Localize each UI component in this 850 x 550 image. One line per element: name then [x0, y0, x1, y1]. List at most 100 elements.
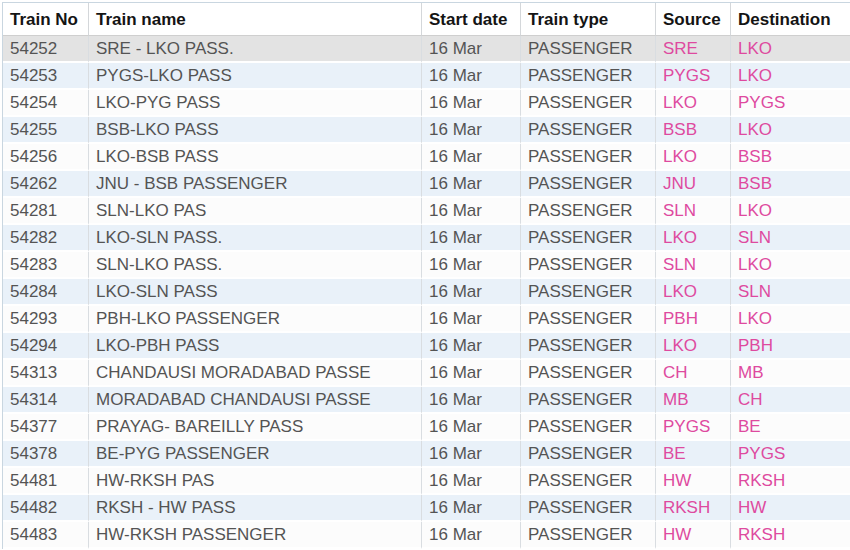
cell-destination-link[interactable]: SLN	[731, 225, 850, 252]
table-row[interactable]: 54262 JNU - BSB PASSENGER 16 Mar PASSENG…	[3, 171, 850, 198]
table-row[interactable]: 54283 SLN-LKO PASS. 16 Mar PASSENGER SLN…	[3, 252, 850, 279]
table-row[interactable]: 54281 SLN-LKO PAS 16 Mar PASSENGER SLN L…	[3, 198, 850, 225]
table-row[interactable]: 54313 CHANDAUSI MORADABAD PASSE 16 Mar P…	[3, 360, 850, 387]
cell-train-no: 54253	[3, 63, 89, 90]
cell-train-no: 54281	[3, 198, 89, 225]
train-schedule-table: Train No Train name Start date Train typ…	[2, 2, 850, 549]
cell-start-date: 16 Mar	[422, 117, 521, 144]
cell-source-link[interactable]: PBH	[656, 306, 731, 333]
cell-destination-link[interactable]: BSB	[731, 144, 850, 171]
table-row[interactable]: 54252 SRE - LKO PASS. 16 Mar PASSENGER S…	[3, 36, 850, 63]
cell-train-type: PASSENGER	[521, 306, 656, 333]
cell-destination-link[interactable]: LKO	[731, 306, 850, 333]
table-row[interactable]: 54253 PYGS-LKO PASS 16 Mar PASSENGER PYG…	[3, 63, 850, 90]
cell-source-link[interactable]: LKO	[656, 225, 731, 252]
cell-destination-link[interactable]: BSB	[731, 171, 850, 198]
cell-train-name: LKO-SLN PASS	[89, 279, 422, 306]
table-row[interactable]: 54481 HW-RKSH PAS 16 Mar PASSENGER HW RK…	[3, 468, 850, 495]
cell-train-no: 54284	[3, 279, 89, 306]
cell-source-link[interactable]: SRE	[656, 36, 731, 63]
cell-train-name: SLN-LKO PAS	[89, 198, 422, 225]
table-row[interactable]: 54482 RKSH - HW PASS 16 Mar PASSENGER RK…	[3, 495, 850, 522]
table-row[interactable]: 54256 LKO-BSB PASS 16 Mar PASSENGER LKO …	[3, 144, 850, 171]
cell-source-link[interactable]: HW	[656, 522, 731, 549]
cell-source-link[interactable]: SLN	[656, 252, 731, 279]
cell-train-type: PASSENGER	[521, 522, 656, 549]
cell-destination-link[interactable]: LKO	[731, 117, 850, 144]
cell-source-link[interactable]: RKSH	[656, 495, 731, 522]
table-row[interactable]: 54377 PRAYAG- BAREILLY PASS 16 Mar PASSE…	[3, 414, 850, 441]
cell-train-name: PBH-LKO PASSENGER	[89, 306, 422, 333]
cell-start-date: 16 Mar	[422, 252, 521, 279]
col-header-destination: Destination	[731, 3, 850, 36]
cell-destination-link[interactable]: LKO	[731, 252, 850, 279]
table-row[interactable]: 54282 LKO-SLN PASS. 16 Mar PASSENGER LKO…	[3, 225, 850, 252]
cell-train-name: SLN-LKO PASS.	[89, 252, 422, 279]
cell-start-date: 16 Mar	[422, 198, 521, 225]
cell-destination-link[interactable]: LKO	[731, 36, 850, 63]
cell-train-no: 54255	[3, 117, 89, 144]
cell-train-no: 54256	[3, 144, 89, 171]
cell-train-no: 54282	[3, 225, 89, 252]
cell-train-type: PASSENGER	[521, 279, 656, 306]
cell-train-name: PYGS-LKO PASS	[89, 63, 422, 90]
cell-start-date: 16 Mar	[422, 144, 521, 171]
cell-destination-link[interactable]: SLN	[731, 279, 850, 306]
table-row[interactable]: 54255 BSB-LKO PASS 16 Mar PASSENGER BSB …	[3, 117, 850, 144]
cell-train-no: 54293	[3, 306, 89, 333]
cell-source-link[interactable]: HW	[656, 468, 731, 495]
table-row[interactable]: 54294 LKO-PBH PASS 16 Mar PASSENGER LKO …	[3, 333, 850, 360]
cell-source-link[interactable]: BE	[656, 441, 731, 468]
cell-source-link[interactable]: LKO	[656, 90, 731, 117]
cell-train-name: PRAYAG- BAREILLY PASS	[89, 414, 422, 441]
cell-train-type: PASSENGER	[521, 414, 656, 441]
table-row[interactable]: 54483 HW-RKSH PASSENGER 16 Mar PASSENGER…	[3, 522, 850, 549]
cell-train-type: PASSENGER	[521, 198, 656, 225]
table-row[interactable]: 54314 MORADABAD CHANDAUSI PASSE 16 Mar P…	[3, 387, 850, 414]
cell-train-name: BSB-LKO PASS	[89, 117, 422, 144]
cell-train-type: PASSENGER	[521, 468, 656, 495]
cell-start-date: 16 Mar	[422, 414, 521, 441]
cell-train-no: 54377	[3, 414, 89, 441]
cell-start-date: 16 Mar	[422, 333, 521, 360]
cell-destination-link[interactable]: RKSH	[731, 522, 850, 549]
table-row[interactable]: 54254 LKO-PYG PASS 16 Mar PASSENGER LKO …	[3, 90, 850, 117]
cell-source-link[interactable]: PYGS	[656, 414, 731, 441]
cell-source-link[interactable]: LKO	[656, 144, 731, 171]
cell-source-link[interactable]: MB	[656, 387, 731, 414]
cell-train-no: 54262	[3, 171, 89, 198]
cell-source-link[interactable]: SLN	[656, 198, 731, 225]
cell-train-type: PASSENGER	[521, 36, 656, 63]
cell-train-name: LKO-SLN PASS.	[89, 225, 422, 252]
cell-train-no: 54378	[3, 441, 89, 468]
cell-destination-link[interactable]: RKSH	[731, 468, 850, 495]
cell-train-name: BE-PYG PASSENGER	[89, 441, 422, 468]
cell-destination-link[interactable]: PYGS	[731, 441, 850, 468]
cell-start-date: 16 Mar	[422, 90, 521, 117]
cell-destination-link[interactable]: PYGS	[731, 90, 850, 117]
cell-train-type: PASSENGER	[521, 252, 656, 279]
cell-source-link[interactable]: CH	[656, 360, 731, 387]
table-row[interactable]: 54293 PBH-LKO PASSENGER 16 Mar PASSENGER…	[3, 306, 850, 333]
cell-destination-link[interactable]: BE	[731, 414, 850, 441]
cell-destination-link[interactable]: HW	[731, 495, 850, 522]
cell-destination-link[interactable]: MB	[731, 360, 850, 387]
cell-source-link[interactable]: LKO	[656, 279, 731, 306]
cell-train-no: 54314	[3, 387, 89, 414]
cell-train-no: 54483	[3, 522, 89, 549]
cell-destination-link[interactable]: LKO	[731, 63, 850, 90]
cell-destination-link[interactable]: CH	[731, 387, 850, 414]
cell-destination-link[interactable]: PBH	[731, 333, 850, 360]
cell-train-type: PASSENGER	[521, 90, 656, 117]
table-row[interactable]: 54284 LKO-SLN PASS 16 Mar PASSENGER LKO …	[3, 279, 850, 306]
cell-source-link[interactable]: BSB	[656, 117, 731, 144]
train-schedule-container: Train No Train name Start date Train typ…	[0, 0, 850, 549]
cell-train-name: HW-RKSH PAS	[89, 468, 422, 495]
cell-train-no: 54481	[3, 468, 89, 495]
cell-destination-link[interactable]: LKO	[731, 198, 850, 225]
cell-source-link[interactable]: LKO	[656, 333, 731, 360]
table-row[interactable]: 54378 BE-PYG PASSENGER 16 Mar PASSENGER …	[3, 441, 850, 468]
cell-source-link[interactable]: JNU	[656, 171, 731, 198]
cell-start-date: 16 Mar	[422, 360, 521, 387]
cell-source-link[interactable]: PYGS	[656, 63, 731, 90]
